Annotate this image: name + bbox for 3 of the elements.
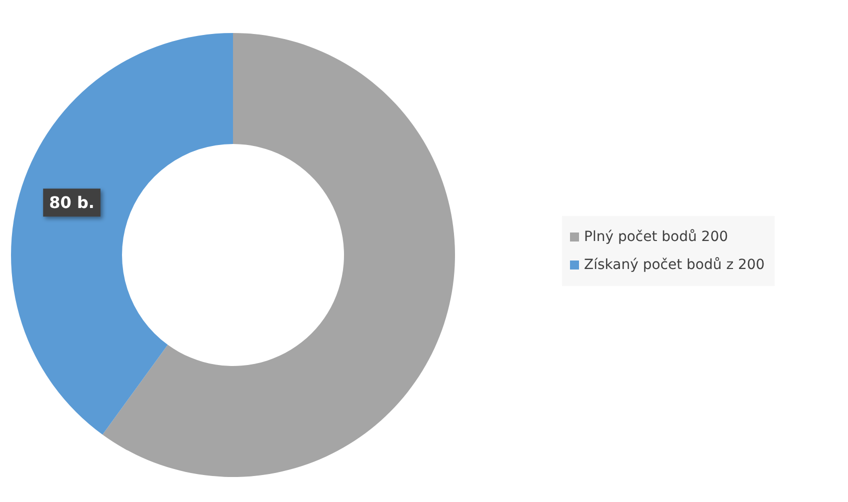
legend-label: Získaný počet bodů z 200 xyxy=(584,257,765,273)
data-label: 80 b. xyxy=(49,193,94,212)
legend-label: Plný počet bodů 200 xyxy=(584,229,728,245)
